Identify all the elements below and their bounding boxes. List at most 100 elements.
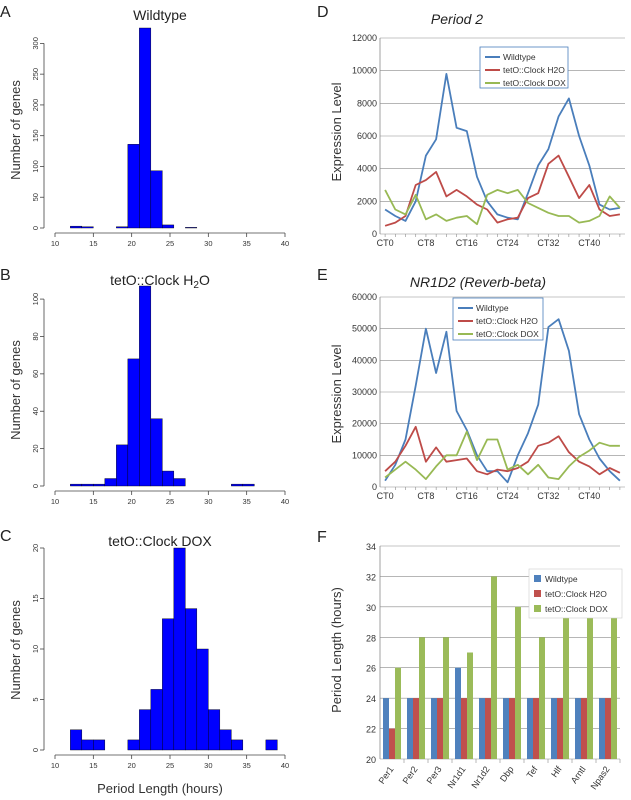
x-tick-label: CT40	[578, 238, 600, 248]
y-tick-label: 15	[31, 594, 40, 602]
histogram-bar	[231, 739, 244, 751]
series-line	[384, 318, 621, 484]
y-tick-label: 20	[31, 444, 40, 452]
x-tick-label: Hlf	[549, 764, 564, 779]
x-tick-label: 15	[89, 761, 97, 770]
legend-box	[479, 46, 569, 89]
histogram-bar	[93, 739, 106, 751]
histogram-teto-clock-h2o: tetO::Clock H2O Number of genes 10 15 20 25…	[8, 272, 289, 506]
y-tick-label: 10000	[352, 66, 377, 76]
legend-swatch	[534, 575, 541, 582]
bar	[575, 698, 581, 759]
legend-label: tetO::Clock H2O	[545, 589, 607, 599]
y-tick-label: 6000	[357, 131, 377, 141]
x-tick-label: CT40	[578, 491, 600, 501]
histogram-bar	[116, 444, 129, 487]
y-tick-label: 20000	[352, 419, 377, 429]
y-tick-label: 4000	[357, 164, 377, 174]
x-tick-label: Nr1d1	[445, 764, 467, 790]
histogram-bar	[150, 170, 163, 229]
x-axis-label: Period Length (hours)	[97, 781, 223, 796]
histogram-bar	[139, 27, 152, 229]
histogram-bar	[127, 358, 140, 487]
histogram-bar	[196, 648, 209, 751]
x-tick-label: 20	[127, 497, 135, 506]
bar	[581, 698, 587, 759]
histogram-bar	[81, 739, 94, 751]
histogram-bar	[81, 483, 94, 487]
series-line	[384, 425, 621, 476]
x-tick-label: CT0	[377, 238, 394, 248]
y-tick-label: 8000	[357, 98, 377, 108]
bar	[557, 698, 563, 759]
y-tick-label: 0	[31, 484, 40, 488]
y-tick-label: 0	[31, 226, 40, 230]
histogram-bar	[208, 709, 221, 751]
bar	[539, 637, 545, 759]
histogram-bar	[150, 689, 163, 751]
series-line	[384, 188, 621, 226]
histogram-bar	[70, 483, 83, 487]
y-tick-label: 80	[31, 332, 40, 340]
legend-swatch	[534, 605, 541, 612]
y-tick-label: 20	[31, 544, 40, 552]
x-tick-label: Per2	[401, 764, 420, 785]
chart-title: Wildtype	[133, 7, 187, 23]
y-tick-label: 2000	[357, 196, 377, 206]
series-line	[384, 154, 621, 227]
x-tick-label: 10	[51, 239, 59, 248]
legend-box	[528, 568, 623, 619]
bar	[389, 728, 395, 759]
bar	[503, 698, 509, 759]
y-tick-label: 10000	[352, 450, 377, 460]
x-tick-label: 15	[89, 497, 97, 506]
x-tick-label: 25	[166, 761, 174, 770]
x-tick-label: 10	[51, 497, 59, 506]
bar	[515, 606, 521, 759]
y-tick-label: 22	[366, 725, 376, 735]
x-tick-label: 35	[242, 497, 250, 506]
bar	[485, 698, 491, 759]
y-tick-label: 200	[31, 99, 40, 112]
histogram-bar	[139, 285, 152, 487]
bar	[395, 667, 401, 759]
bar	[509, 698, 515, 759]
bar	[563, 606, 569, 759]
x-tick-label: CT16	[456, 238, 478, 248]
histogram-bar	[219, 729, 232, 751]
y-tick-label: 0	[31, 748, 40, 752]
histogram-bar	[150, 418, 163, 487]
y-tick-label: 40000	[352, 355, 377, 365]
histogram-teto-clock-dox: tetO::Clock DOX Number of genes Period L…	[8, 533, 289, 796]
panel-label-b: B	[0, 267, 11, 284]
histogram-bar	[70, 729, 83, 751]
y-tick-label: 50000	[352, 324, 377, 334]
bar	[467, 652, 473, 759]
bar	[419, 637, 425, 759]
bar	[605, 698, 611, 759]
bar	[611, 606, 617, 759]
bar	[551, 698, 557, 759]
histogram-bar	[173, 478, 186, 487]
legend-label: Wildtype	[545, 574, 578, 584]
histogram-bar	[127, 144, 140, 229]
y-tick-label: 32	[366, 572, 376, 582]
panel-label-a: A	[0, 4, 11, 21]
bar	[479, 698, 485, 759]
y-tick-label: 100	[31, 160, 40, 173]
y-tick-label: 40	[31, 407, 40, 415]
x-tick-label: 20	[127, 239, 135, 248]
histogram-bar	[265, 739, 278, 751]
x-tick-label: CT24	[497, 238, 519, 248]
x-tick-label: 25	[166, 497, 174, 506]
y-axis-label: Period Length (hours)	[329, 587, 344, 713]
histogram-bar	[139, 709, 152, 751]
x-tick-label: Npas2	[589, 764, 612, 791]
bar	[383, 698, 389, 759]
x-tick-label: CT32	[537, 491, 559, 501]
y-tick-label: 0	[372, 482, 377, 492]
histogram-bar	[104, 478, 117, 487]
bar	[413, 698, 419, 759]
histogram-bar	[242, 483, 255, 487]
x-tick-label: 40	[281, 239, 289, 248]
